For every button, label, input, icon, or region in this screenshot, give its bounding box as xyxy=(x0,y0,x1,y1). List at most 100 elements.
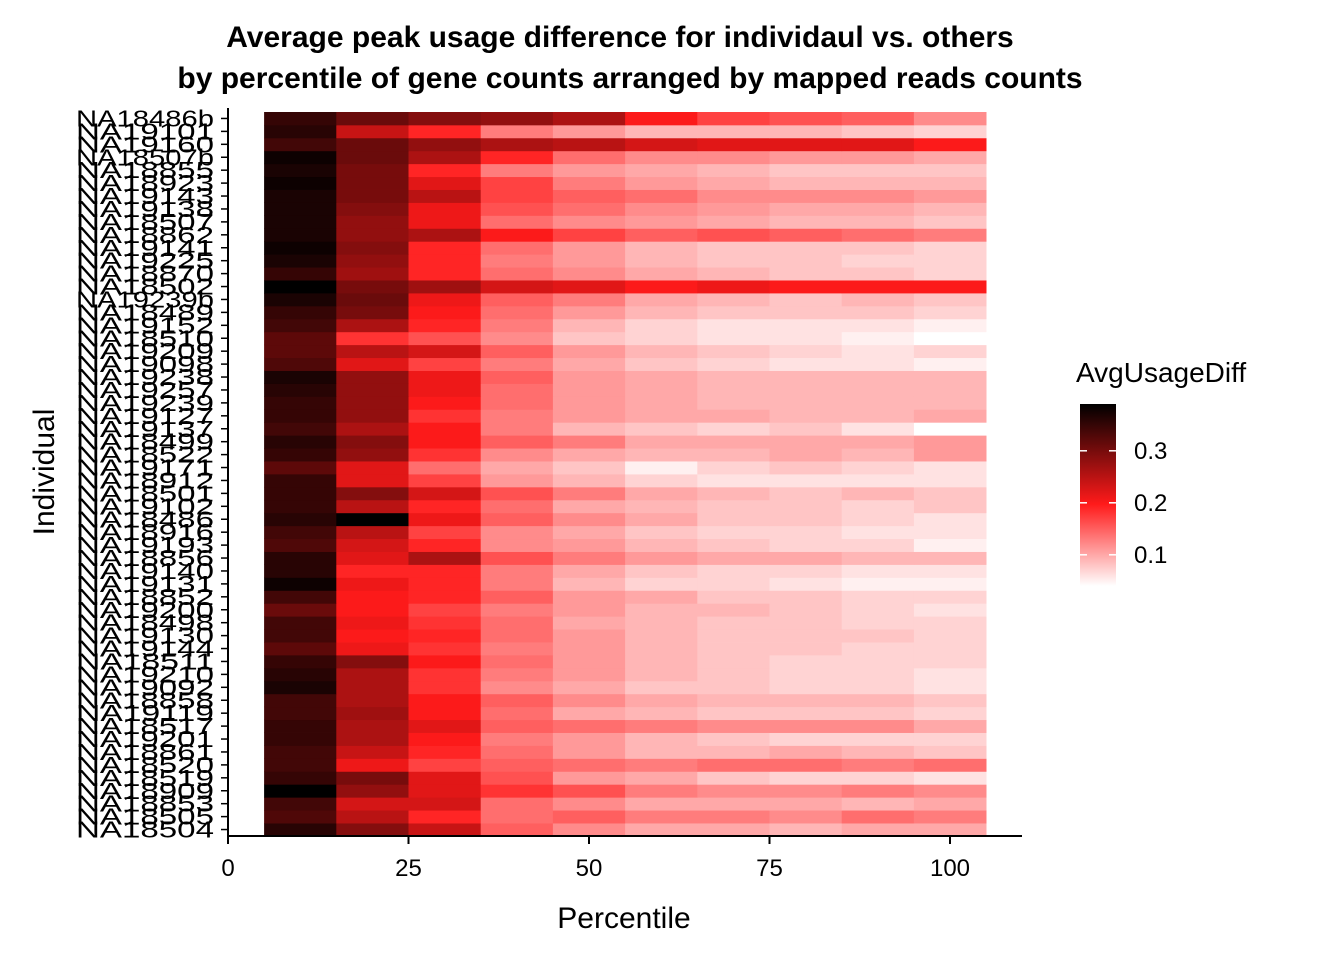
heatmap-cell xyxy=(408,344,482,359)
heatmap-cell xyxy=(264,357,337,371)
heatmap-cell xyxy=(480,112,554,126)
y-tick-label: NA19225 xyxy=(76,248,214,274)
x-axis-title: Percentile xyxy=(557,902,690,935)
heatmap-cell xyxy=(697,823,770,837)
heatmap-cell xyxy=(913,655,987,669)
heatmap-cell xyxy=(769,590,843,604)
heatmap-cell xyxy=(769,551,843,565)
heatmap-cell xyxy=(408,616,482,630)
heatmap-cell xyxy=(769,538,843,552)
heatmap-cell xyxy=(841,215,915,229)
heatmap-cell xyxy=(336,680,409,695)
heatmap-cell xyxy=(408,461,482,475)
heatmap-cell xyxy=(264,241,337,255)
y-tick-label: NA19160 xyxy=(76,131,214,157)
y-tick-label: NA18862 xyxy=(76,222,214,248)
heatmap-cell xyxy=(841,693,915,708)
heatmap-cell xyxy=(769,616,843,630)
heatmap-cell xyxy=(841,163,915,178)
heatmap-cell xyxy=(480,461,554,475)
y-tick-label: NA19140 xyxy=(76,558,214,584)
heatmap-cell xyxy=(769,512,843,527)
heatmap-cell xyxy=(336,409,409,423)
heatmap-cell xyxy=(480,163,554,178)
heatmap-cell xyxy=(841,461,915,475)
heatmap-cell xyxy=(264,215,337,229)
heatmap-cell xyxy=(913,474,987,488)
heatmap-cell xyxy=(480,124,554,139)
heatmap-cell xyxy=(408,551,482,565)
heatmap-cell xyxy=(841,667,915,682)
heatmap-cell xyxy=(480,525,554,540)
heatmap-cell xyxy=(552,280,626,294)
heatmap-cell xyxy=(697,577,770,591)
heatmap-cell xyxy=(336,693,409,708)
heatmap-cell xyxy=(913,719,987,733)
y-ticks xyxy=(221,117,228,831)
heatmap-cell xyxy=(841,280,915,294)
heatmap-cell xyxy=(480,383,554,397)
heatmap-cell xyxy=(264,228,337,242)
heatmap-cell xyxy=(625,176,698,190)
heatmap-cell xyxy=(625,590,698,604)
x-ticks: 0 25 50 75 100 xyxy=(221,836,970,882)
y-tick-label: NA19209 xyxy=(76,338,214,364)
heatmap-cell xyxy=(408,667,482,682)
heatmap-cell xyxy=(408,383,482,397)
heatmap-cell xyxy=(336,150,409,165)
heatmap-cell xyxy=(552,435,626,449)
heatmap-cell xyxy=(264,202,337,216)
heatmap-cell xyxy=(480,189,554,203)
heatmap-cell xyxy=(336,823,409,837)
heatmap-cell xyxy=(408,797,482,811)
heatmap-cell xyxy=(264,667,337,682)
heatmap-cell xyxy=(625,137,698,152)
heatmap-cell xyxy=(552,499,626,514)
heatmap-cell xyxy=(625,680,698,695)
y-tick-label: NA19141 xyxy=(76,235,214,261)
heatmap-cell xyxy=(625,112,698,126)
heatmap-cell xyxy=(913,344,987,359)
heatmap-cell xyxy=(769,305,843,320)
heatmap-cell xyxy=(480,150,554,165)
heatmap-cell xyxy=(913,215,987,229)
heatmap-cell xyxy=(697,680,770,695)
heatmap-cell xyxy=(769,176,843,190)
y-tick-label: NA18504 xyxy=(76,817,214,843)
chart-subtitle: by percentile of gene counts arranged by… xyxy=(177,62,1082,95)
heatmap-cell xyxy=(913,810,987,824)
heatmap-cell xyxy=(408,409,482,423)
heatmap-cell xyxy=(913,486,987,501)
heatmap-cell xyxy=(552,124,626,139)
heatmap-cell xyxy=(336,215,409,229)
heatmap-cell xyxy=(625,370,698,384)
heatmap-cell xyxy=(913,435,987,449)
heatmap-cell xyxy=(552,318,626,333)
heatmap-cell xyxy=(769,267,843,281)
heatmap-cell xyxy=(625,215,698,229)
y-tick-label: NA19239b xyxy=(76,286,214,312)
heatmap-cell xyxy=(841,254,915,268)
heatmap-cell xyxy=(408,422,482,436)
heatmap-cell xyxy=(841,719,915,733)
heatmap-cell xyxy=(480,280,554,294)
heatmap-cell xyxy=(336,590,409,604)
heatmap-cell xyxy=(480,680,554,695)
heatmap-cell xyxy=(480,603,554,617)
heatmap-cell xyxy=(913,732,987,746)
heatmap-cell xyxy=(552,810,626,824)
heatmap-cell xyxy=(625,318,698,333)
heatmap-cell xyxy=(625,577,698,591)
heatmap-cell xyxy=(769,655,843,669)
heatmap-cell xyxy=(552,137,626,152)
heatmap-cell xyxy=(697,616,770,630)
heatmap-cell xyxy=(552,461,626,475)
heatmap-cell xyxy=(697,189,770,203)
heatmap-cell xyxy=(841,771,915,785)
heatmap-cell xyxy=(336,784,409,798)
heatmap-cell xyxy=(408,732,482,746)
heatmap-cell xyxy=(408,577,482,591)
heatmap-cell xyxy=(336,163,409,178)
heatmap-cell xyxy=(697,112,770,126)
heatmap-cell xyxy=(913,771,987,785)
